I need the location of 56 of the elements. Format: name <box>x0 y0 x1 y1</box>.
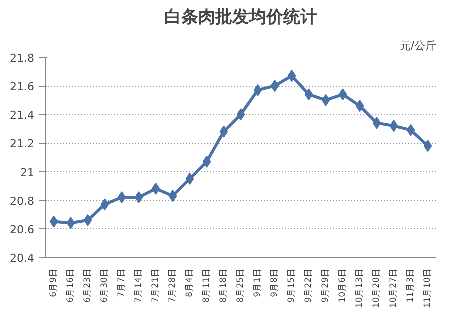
point <box>100 198 110 211</box>
point <box>134 192 144 204</box>
chart-title: 白条肉批发均价统计 <box>164 8 318 28</box>
point <box>424 140 432 152</box>
x-tick-label: 11月3日 <box>406 268 416 303</box>
y-tick-label: 21.6 <box>10 80 35 94</box>
y-tick-label: 20.8 <box>10 194 35 208</box>
x-tick-label: 6月16日 <box>66 268 76 303</box>
point <box>390 120 398 132</box>
y-tick-label: 21.8 <box>10 52 35 65</box>
point <box>254 84 262 96</box>
x-tick-label: 8月25日 <box>236 268 246 303</box>
x-tick-label: 8月18日 <box>219 268 229 303</box>
point <box>304 88 314 101</box>
x-tick-label: 8月4日 <box>185 268 195 298</box>
x-tick-label: 9月1日 <box>253 268 263 298</box>
x-tick-label: 10月20日 <box>372 268 382 308</box>
y-tick-label: 20.4 <box>10 252 35 265</box>
point <box>168 190 178 202</box>
x-tick-label: 11月10日 <box>423 268 433 308</box>
x-tick-label: 6月30日 <box>100 268 110 303</box>
x-tick-label: 9月8日 <box>270 268 280 298</box>
x-tick-label: 7月28日 <box>168 268 178 303</box>
point <box>236 108 246 121</box>
x-tick-label: 7月14日 <box>134 268 144 303</box>
point <box>152 182 160 195</box>
x-tick-label: 7月21日 <box>151 268 161 303</box>
point <box>202 156 212 168</box>
point <box>406 124 416 136</box>
point <box>356 100 364 112</box>
x-tick-label: 9月29日 <box>321 268 331 303</box>
y-axis-title: 元/公斤 <box>400 40 437 52</box>
x-tick-label: 9月22日 <box>304 268 314 303</box>
point <box>50 216 58 228</box>
x-tick-label: 10月13日 <box>355 268 365 308</box>
y-tick-label: 21 <box>20 166 35 180</box>
x-tick-label: 6月9日 <box>49 268 59 298</box>
x-tick-label: 8月11日 <box>202 268 212 303</box>
x-tick-label: 6月23日 <box>83 268 93 303</box>
point <box>338 88 348 101</box>
y-tick-label: 21.2 <box>10 138 35 151</box>
x-tick-label: 10月6日 <box>338 268 348 303</box>
point <box>270 80 280 92</box>
x-tick-label: 9月15日 <box>287 268 297 303</box>
y-tick-label: 21.4 <box>10 109 35 122</box>
point <box>118 192 126 204</box>
point <box>322 94 330 106</box>
point <box>220 126 228 138</box>
point <box>186 172 194 185</box>
x-tick-label: 10月27日 <box>389 268 399 308</box>
point <box>66 217 76 230</box>
point <box>84 214 92 226</box>
y-tick-label: 20.6 <box>10 223 35 236</box>
x-tick-label: 7月7日 <box>117 268 127 298</box>
point <box>288 70 296 82</box>
point <box>372 117 382 130</box>
